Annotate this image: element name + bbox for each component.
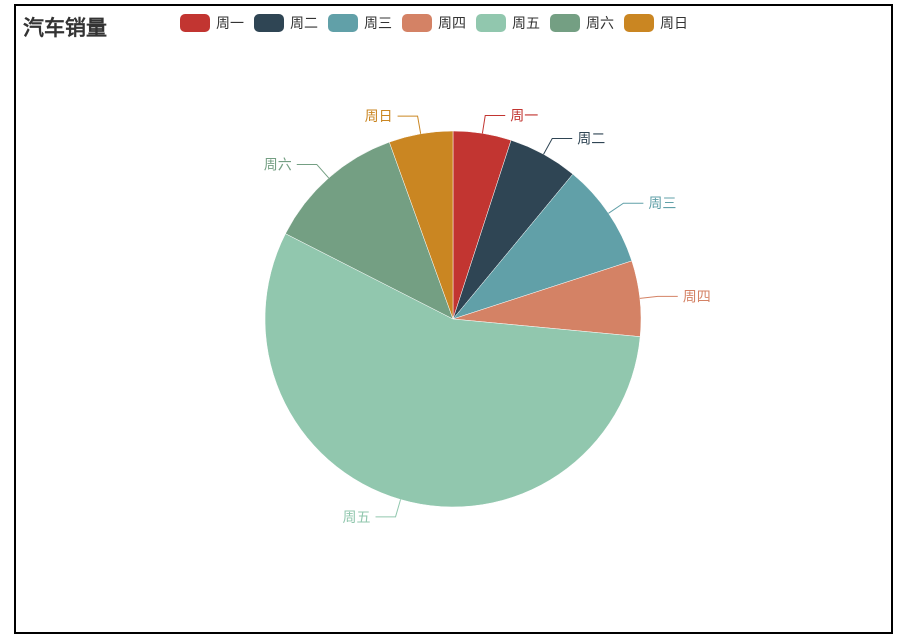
slice-label: 周六 (264, 157, 292, 173)
legend-item[interactable]: 周六 (550, 13, 614, 33)
slice-label: 周一 (510, 109, 538, 125)
slice-label: 周五 (343, 510, 371, 526)
label-leader-line (639, 295, 678, 299)
legend-swatch (402, 14, 432, 32)
legend-swatch (476, 14, 506, 32)
legend-label: 周六 (586, 16, 614, 32)
slice-label: 周三 (648, 196, 676, 212)
legend-item[interactable]: 周四 (402, 13, 466, 33)
slice-label: 周二 (577, 131, 605, 147)
slice-label: 周日 (365, 109, 393, 125)
label-leader-line (375, 499, 402, 518)
label-leader-line (296, 163, 330, 179)
legend-item[interactable]: 周一 (180, 13, 244, 33)
chart-title: 汽车销量 (23, 16, 107, 40)
legend-item[interactable]: 周五 (476, 13, 540, 33)
legend-swatch (180, 14, 210, 32)
legend-swatch (550, 14, 580, 32)
label-leader-line (397, 115, 422, 134)
legend-swatch (328, 14, 358, 32)
legend-item[interactable]: 周二 (254, 13, 318, 33)
legend-label: 周五 (512, 16, 540, 32)
legend-label: 周三 (364, 16, 392, 32)
label-leader-line (543, 137, 573, 155)
label-leader-line (481, 115, 506, 134)
pie-slice[interactable] (264, 233, 641, 508)
legend-item[interactable]: 周日 (624, 13, 688, 33)
label-leader-line (608, 202, 644, 214)
legend-label: 周一 (216, 16, 244, 32)
legend-item[interactable]: 周三 (328, 13, 392, 33)
slice-label: 周四 (683, 289, 711, 305)
legend-swatch (624, 14, 654, 32)
chart-legend: 周一 周二 周三 周四 周五 周六 周日 (180, 14, 698, 32)
legend-label: 周二 (290, 16, 318, 32)
legend-label: 周四 (438, 16, 466, 32)
legend-swatch (254, 14, 284, 32)
legend-label: 周日 (660, 16, 688, 32)
pie-slice[interactable] (285, 141, 454, 320)
